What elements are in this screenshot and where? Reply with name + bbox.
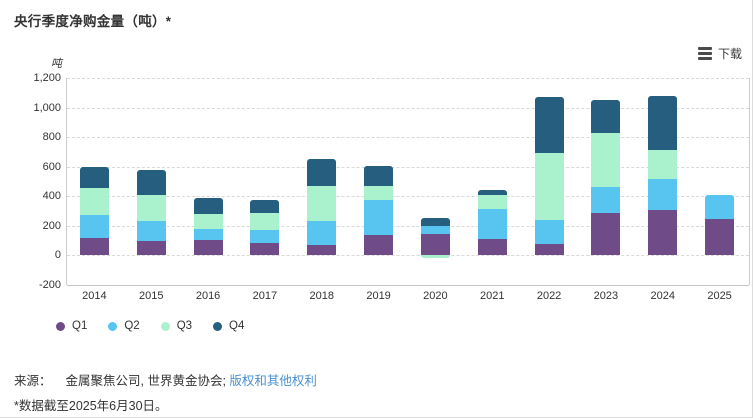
bar-2021-q2[interactable] (477, 208, 507, 240)
bar-2019-q3[interactable] (364, 185, 394, 200)
bar-2017-q4[interactable] (250, 199, 280, 214)
plot-area (66, 78, 750, 286)
source-label: 来源： (14, 374, 52, 388)
y-tick-label-600: 600 (42, 160, 61, 173)
gridline-1200 (67, 78, 749, 79)
bar-2014-q2[interactable] (79, 214, 109, 239)
bar-2019-q4[interactable] (364, 165, 394, 186)
bar-2015-q4[interactable] (136, 170, 166, 195)
legend: Q1 Q2 Q3 Q4 (56, 320, 244, 332)
bar-2016-q2[interactable] (193, 228, 223, 240)
legend-label-q4: Q4 (229, 320, 245, 332)
x-tick-label-2016: 2016 (195, 290, 221, 302)
bar-2021-q1[interactable] (477, 239, 507, 256)
bar-2020-q4[interactable] (420, 217, 450, 226)
x-tick-label-2025: 2025 (707, 290, 732, 302)
gridline--200 (67, 285, 749, 286)
bar-2022-q1[interactable] (534, 243, 564, 256)
bar-2015-q2[interactable] (136, 220, 166, 241)
bar-2025-q2[interactable] (705, 194, 735, 220)
bar-2018-q2[interactable] (307, 220, 337, 246)
y-tick-label--200: -200 (38, 279, 61, 291)
legend-label-q1: Q1 (72, 320, 88, 332)
bar-2014-q1[interactable] (79, 238, 109, 256)
bar-2016-q1[interactable] (193, 239, 223, 256)
bar-2019-q1[interactable] (364, 234, 394, 256)
x-tick-label-2018: 2018 (309, 290, 334, 302)
x-tick-label-2015: 2015 (139, 290, 164, 302)
bar-2016-q4[interactable] (193, 197, 223, 214)
x-tick-label-2017: 2017 (252, 290, 278, 302)
x-tick-label-2019: 2019 (366, 290, 391, 302)
bar-2017-q1[interactable] (250, 242, 280, 256)
bar-2023-q1[interactable] (591, 213, 621, 256)
legend-item-q1[interactable]: Q1 (56, 320, 87, 332)
footnote: *数据截至2025年6月30日。 (14, 399, 168, 413)
x-tick-label-2024: 2024 (650, 290, 675, 302)
x-tick-label-2020: 2020 (423, 290, 448, 302)
legend-dot-q1 (56, 321, 65, 331)
bar-2023-q4[interactable] (591, 100, 621, 133)
legend-dot-q3 (160, 321, 170, 331)
legend-dot-q2 (108, 321, 118, 331)
chart-title: 央行季度净购金量（吨）* (14, 14, 172, 29)
legend-item-q2[interactable]: Q2 (108, 320, 140, 332)
x-tick-label-2023: 2023 (593, 290, 619, 302)
bar-2014-q4[interactable] (79, 166, 109, 189)
bar-2023-q2[interactable] (591, 187, 621, 214)
bar-2024-q3[interactable] (648, 149, 678, 179)
bar-2024-q4[interactable] (648, 95, 678, 150)
download-button[interactable]: 下载 (697, 45, 742, 62)
bar-2020-q2[interactable] (420, 225, 450, 234)
bar-2015-q3[interactable] (136, 194, 166, 221)
legend-label-q2: Q2 (124, 320, 140, 332)
legend-item-q3[interactable]: Q3 (160, 320, 193, 332)
bar-2024-q2[interactable] (648, 178, 678, 211)
source-text: 金属聚焦公司, 世界黄金协会; (65, 374, 226, 388)
gridline-800 (67, 137, 749, 139)
gridline-400 (67, 196, 749, 198)
x-tick-label-2014: 2014 (82, 290, 107, 302)
bar-2015-q1[interactable] (136, 240, 166, 256)
bar-2018-q4[interactable] (307, 158, 337, 186)
y-axis-unit-label: 吨 (51, 58, 62, 70)
bar-2018-q1[interactable] (307, 245, 337, 256)
y-tick-label-400: 400 (42, 190, 61, 203)
y-tick-label-800: 800 (42, 131, 61, 144)
x-tick-label-2022: 2022 (536, 290, 562, 302)
bar-2017-q3[interactable] (250, 213, 280, 230)
y-tick-label-0: 0 (54, 249, 61, 262)
bar-2022-q2[interactable] (534, 219, 564, 244)
gridline-1000 (67, 107, 749, 109)
bar-2025-q1[interactable] (705, 219, 735, 256)
y-tick-label-200: 200 (42, 219, 61, 232)
bar-2016-q3[interactable] (193, 214, 223, 229)
footer-source: 来源： 金属聚焦公司, 世界黄金协会; 版权和其他权利 (14, 370, 317, 389)
bar-2021-q3[interactable] (477, 194, 507, 209)
legend-label-q3: Q3 (176, 320, 193, 332)
legend-dot-q4 (213, 321, 223, 331)
gridline-200 (67, 225, 749, 227)
bar-2024-q1[interactable] (648, 210, 678, 256)
bar-2020-q3[interactable] (420, 255, 450, 258)
bar-2021-q4[interactable] (477, 189, 507, 195)
bar-2022-q3[interactable] (534, 153, 564, 220)
legend-item-q4[interactable]: Q4 (213, 320, 244, 332)
gridline-600 (67, 166, 749, 168)
download-label: 下载 (717, 47, 742, 61)
bar-2022-q4[interactable] (534, 97, 564, 154)
x-tick-label-2021: 2021 (480, 290, 505, 302)
hamburger-menu-icon (697, 47, 712, 60)
bar-2017-q2[interactable] (250, 229, 280, 243)
rights-link[interactable]: 版权和其他权利 (229, 374, 317, 388)
bar-2018-q3[interactable] (307, 185, 337, 221)
bar-2020-q1[interactable] (420, 233, 450, 256)
bar-2019-q2[interactable] (364, 199, 394, 235)
y-tick-label-1200: 1,200 (33, 72, 61, 84)
gridline-0 (67, 255, 749, 257)
y-tick-label-1000: 1,000 (33, 101, 61, 114)
bar-2014-q3[interactable] (79, 188, 109, 215)
bar-2023-q3[interactable] (591, 132, 621, 188)
